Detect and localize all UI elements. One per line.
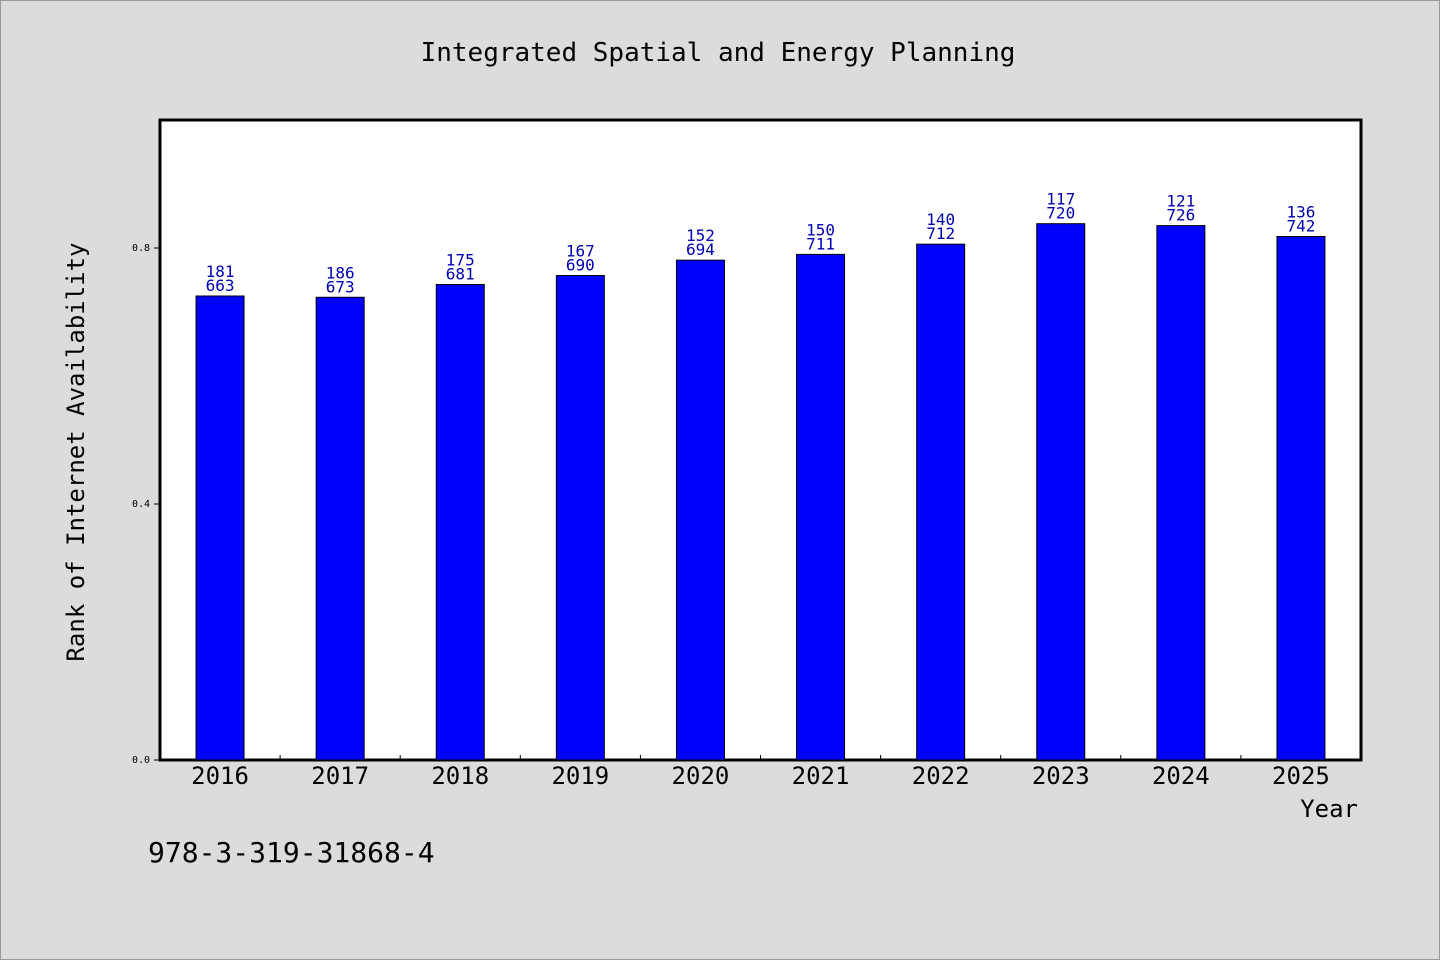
bar-2022 [916,243,966,761]
data-label-lower: 712 [926,224,955,243]
data-label-lower: 694 [686,240,715,259]
data-label-upper: 175 [446,250,475,269]
x-tick-label: 2017 [311,762,369,790]
bar-2017 [315,296,365,761]
x-tick-label: 2019 [551,762,609,790]
bars [195,223,1326,761]
data-label-upper: 152 [686,226,715,245]
y-tick-label: 0.8 [132,243,150,254]
data-label-upper: 136 [1286,202,1315,221]
y-axis-ticks: 0.0 0.4 0.8 [132,243,160,766]
data-label-upper: 150 [806,220,835,239]
chart-title: Integrated Spatial and Energy Planning [421,38,1016,68]
data-label-lower: 673 [326,277,355,296]
data-label-lower: 681 [446,264,475,283]
bar-2016 [195,295,245,761]
y-axis-label: Rank of Internet Availability [62,242,90,661]
data-label-upper: 186 [326,263,355,282]
bar-2021 [796,253,846,761]
bar-2019 [555,275,605,761]
data-label-upper: 117 [1046,190,1075,209]
bar-2023 [1036,223,1086,761]
x-tick-label: 2021 [792,762,850,790]
data-label-upper: 140 [926,210,955,229]
x-tick-label: 2024 [1152,762,1210,790]
x-tick-label: 2025 [1272,762,1330,790]
x-tick-label: 2023 [1032,762,1090,790]
data-label-lower: 742 [1286,216,1315,235]
data-label-upper: 181 [206,262,235,281]
x-axis-label: Year [1300,795,1358,823]
isbn-footer: 978-3-319-31868-4 [148,836,435,869]
data-label-lower: 663 [206,276,235,295]
data-label-lower: 726 [1166,206,1195,225]
x-tick-label: 2016 [191,762,249,790]
y-tick-label: 0.4 [132,499,150,510]
data-labels: 1816631866731756811676901526941507111407… [206,190,1316,297]
bar-2025 [1276,235,1326,761]
data-label-lower: 690 [566,256,595,275]
x-tick-label: 2022 [912,762,970,790]
data-label-lower: 720 [1046,204,1075,223]
y-tick-label: 0.0 [132,755,150,766]
data-label-upper: 167 [566,242,595,261]
x-tick-label: 2020 [672,762,730,790]
bar-2018 [435,283,485,761]
x-tick-label: 2018 [431,762,489,790]
bar-2024 [1156,225,1206,761]
data-label-lower: 711 [806,234,835,253]
bar-2020 [675,259,725,761]
data-label-upper: 121 [1166,192,1195,211]
x-axis-ticks: 2016 2017 2018 2019 2020 2021 2022 2023 2024 2025 [191,755,1330,790]
